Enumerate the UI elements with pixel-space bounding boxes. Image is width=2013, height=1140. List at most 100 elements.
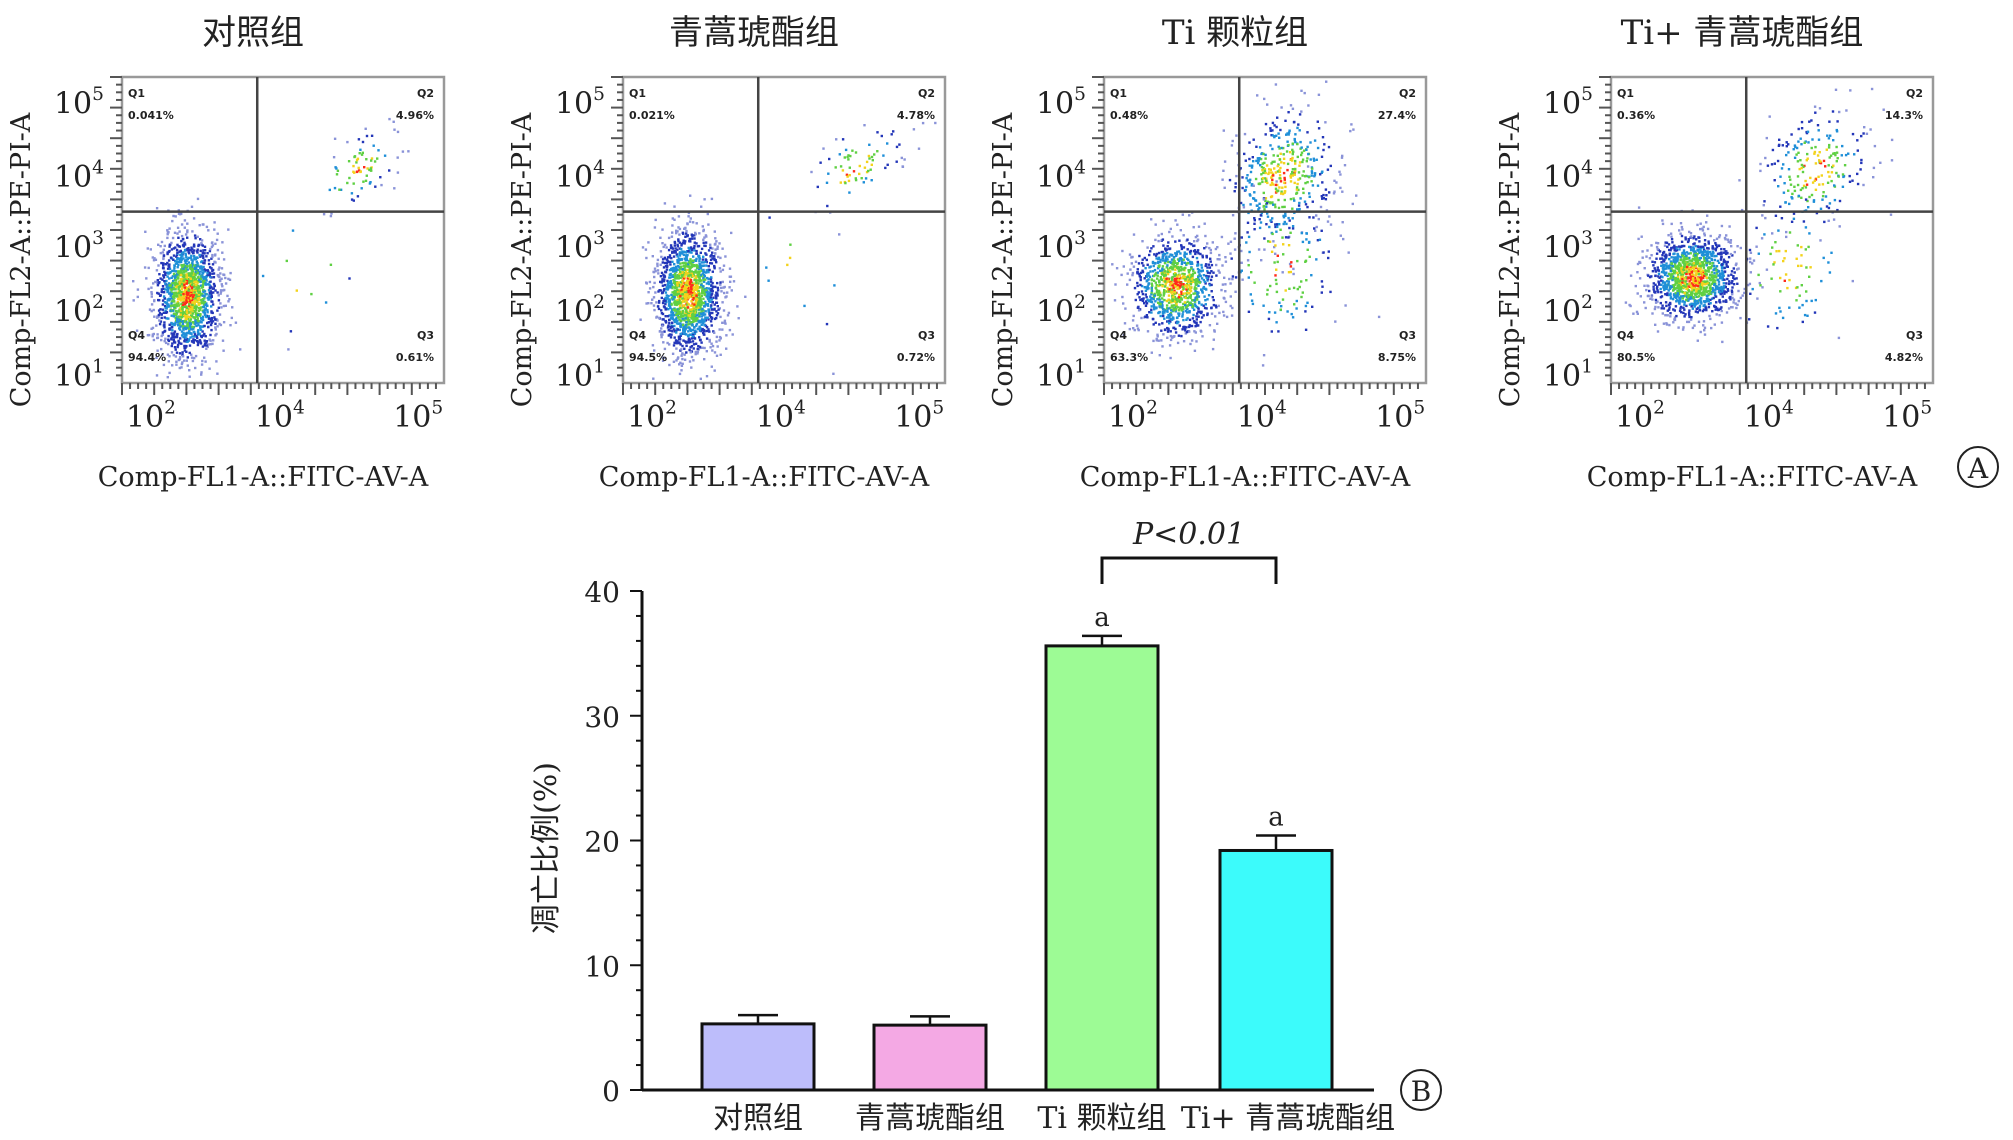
data-point <box>652 285 655 289</box>
tick-exp: 5 <box>593 84 605 105</box>
data-point <box>1179 306 1182 309</box>
data-point <box>692 282 696 285</box>
data-point <box>679 306 682 310</box>
data-point <box>1224 300 1228 304</box>
data-point <box>177 236 180 239</box>
data-point <box>174 309 178 313</box>
data-point <box>844 181 847 185</box>
data-point <box>216 372 219 375</box>
data-point <box>707 280 710 283</box>
data-point <box>1253 191 1256 194</box>
data-point <box>1159 269 1162 272</box>
data-point <box>1126 272 1129 275</box>
data-point <box>1183 251 1186 254</box>
data-point <box>161 251 165 254</box>
data-point <box>650 302 653 305</box>
data-point <box>170 296 173 299</box>
data-point <box>673 302 677 305</box>
data-point <box>1274 171 1278 174</box>
data-point <box>165 279 168 283</box>
data-point <box>1298 164 1301 167</box>
data-point <box>1190 278 1193 281</box>
data-point <box>189 318 193 321</box>
data-point <box>726 291 729 294</box>
data-point <box>709 311 712 315</box>
data-point <box>1176 321 1179 325</box>
data-point <box>890 133 893 136</box>
data-point <box>667 334 670 337</box>
data-point <box>1262 166 1265 170</box>
data-point <box>1283 220 1286 224</box>
data-point <box>1185 330 1189 334</box>
data-point <box>707 270 710 274</box>
data-point <box>173 281 176 285</box>
data-point <box>150 295 153 298</box>
data-point <box>1308 195 1311 198</box>
data-point <box>193 285 196 288</box>
data-point <box>679 297 683 300</box>
data-point <box>1339 173 1342 176</box>
data-point <box>1193 292 1197 295</box>
data-point <box>217 294 220 297</box>
data-point <box>682 329 685 332</box>
data-point <box>366 167 369 170</box>
tick-base: 10 <box>627 400 665 435</box>
data-point <box>1264 153 1267 157</box>
data-point <box>687 289 691 292</box>
data-point <box>671 352 675 355</box>
data-point <box>660 255 663 259</box>
data-point <box>668 256 671 259</box>
data-point <box>1186 317 1189 320</box>
data-point <box>678 372 682 376</box>
data-point <box>185 350 188 353</box>
data-point <box>683 353 686 356</box>
data-point <box>203 276 206 279</box>
data-point <box>1303 91 1306 95</box>
data-point <box>1185 263 1188 266</box>
data-point <box>1252 138 1255 141</box>
data-point <box>671 291 674 294</box>
data-point <box>695 252 698 255</box>
data-point <box>204 275 208 279</box>
data-point <box>718 339 721 342</box>
data-point <box>1153 294 1156 297</box>
data-point <box>352 199 355 202</box>
data-point <box>1294 167 1297 171</box>
data-point <box>1324 121 1327 124</box>
data-point <box>698 315 701 318</box>
data-point <box>1323 143 1326 146</box>
data-point <box>664 291 668 294</box>
data-point <box>1156 271 1160 274</box>
data-point <box>691 274 695 278</box>
data-point <box>702 264 705 267</box>
data-point <box>177 263 180 267</box>
data-point <box>1128 253 1132 256</box>
data-point <box>1266 103 1269 106</box>
data-point <box>680 247 683 251</box>
data-point <box>364 179 368 182</box>
data-point <box>173 267 176 270</box>
data-point <box>1157 293 1160 296</box>
data-point <box>1293 303 1296 306</box>
data-point <box>360 187 363 190</box>
data-point <box>1159 314 1162 318</box>
data-point <box>676 328 680 331</box>
data-point <box>1121 249 1124 253</box>
data-point <box>203 252 206 255</box>
data-point <box>1175 300 1179 303</box>
data-point <box>683 314 686 317</box>
data-point <box>166 236 169 240</box>
data-point <box>178 352 182 355</box>
data-point <box>1166 272 1170 276</box>
data-point <box>1133 328 1136 332</box>
data-point <box>1179 282 1182 285</box>
data-point <box>1180 259 1184 262</box>
data-point <box>173 294 176 298</box>
data-point <box>705 260 708 264</box>
data-point <box>189 277 192 280</box>
data-point <box>695 284 698 287</box>
data-point <box>370 157 374 160</box>
data-point <box>180 362 184 366</box>
data-point <box>1191 268 1195 271</box>
data-point <box>1194 325 1197 328</box>
